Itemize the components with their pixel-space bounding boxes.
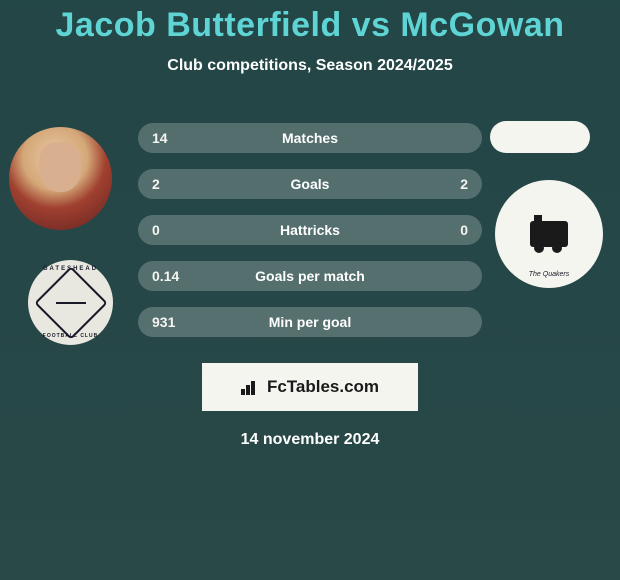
chart-icon: [241, 379, 261, 395]
stat-label: Goals: [291, 176, 330, 192]
stat-label: Hattricks: [280, 222, 340, 238]
season-subtitle: Club competitions, Season 2024/2025: [0, 57, 620, 75]
club-left-badge: GATESHEAD FOOTBALL CLUB: [28, 260, 113, 345]
stat-label: Min per goal: [269, 314, 351, 330]
stat-left-value: 0.14: [152, 268, 192, 284]
stat-label: Matches: [282, 130, 338, 146]
stat-right-value: 2: [428, 176, 468, 192]
stat-left-value: 14: [152, 130, 192, 146]
stat-left-value: 931: [152, 314, 192, 330]
club-left-sub: FOOTBALL CLUB: [43, 333, 98, 339]
stat-right-value: 0: [428, 222, 468, 238]
stat-left-value: 2: [152, 176, 192, 192]
date-label: 14 november 2024: [0, 431, 620, 449]
player-left-avatar: [9, 127, 112, 230]
stat-row-mpg: 931 Min per goal: [138, 307, 482, 337]
stat-row-hattricks: 0 Hattricks 0: [138, 215, 482, 245]
club-right-badge: The Quakers: [495, 180, 603, 288]
stat-row-matches: 14 Matches: [138, 123, 482, 153]
branding-badge[interactable]: FcTables.com: [202, 363, 418, 411]
stat-left-value: 0: [152, 222, 192, 238]
page-title: Jacob Butterfield vs McGowan: [0, 0, 620, 45]
branding-text: FcTables.com: [267, 377, 379, 397]
stat-row-goals: 2 Goals 2: [138, 169, 482, 199]
club-right-motto: The Quakers: [529, 271, 569, 278]
stat-row-gpm: 0.14 Goals per match: [138, 261, 482, 291]
player-right-avatar: [490, 121, 590, 153]
stat-label: Goals per match: [255, 268, 365, 284]
